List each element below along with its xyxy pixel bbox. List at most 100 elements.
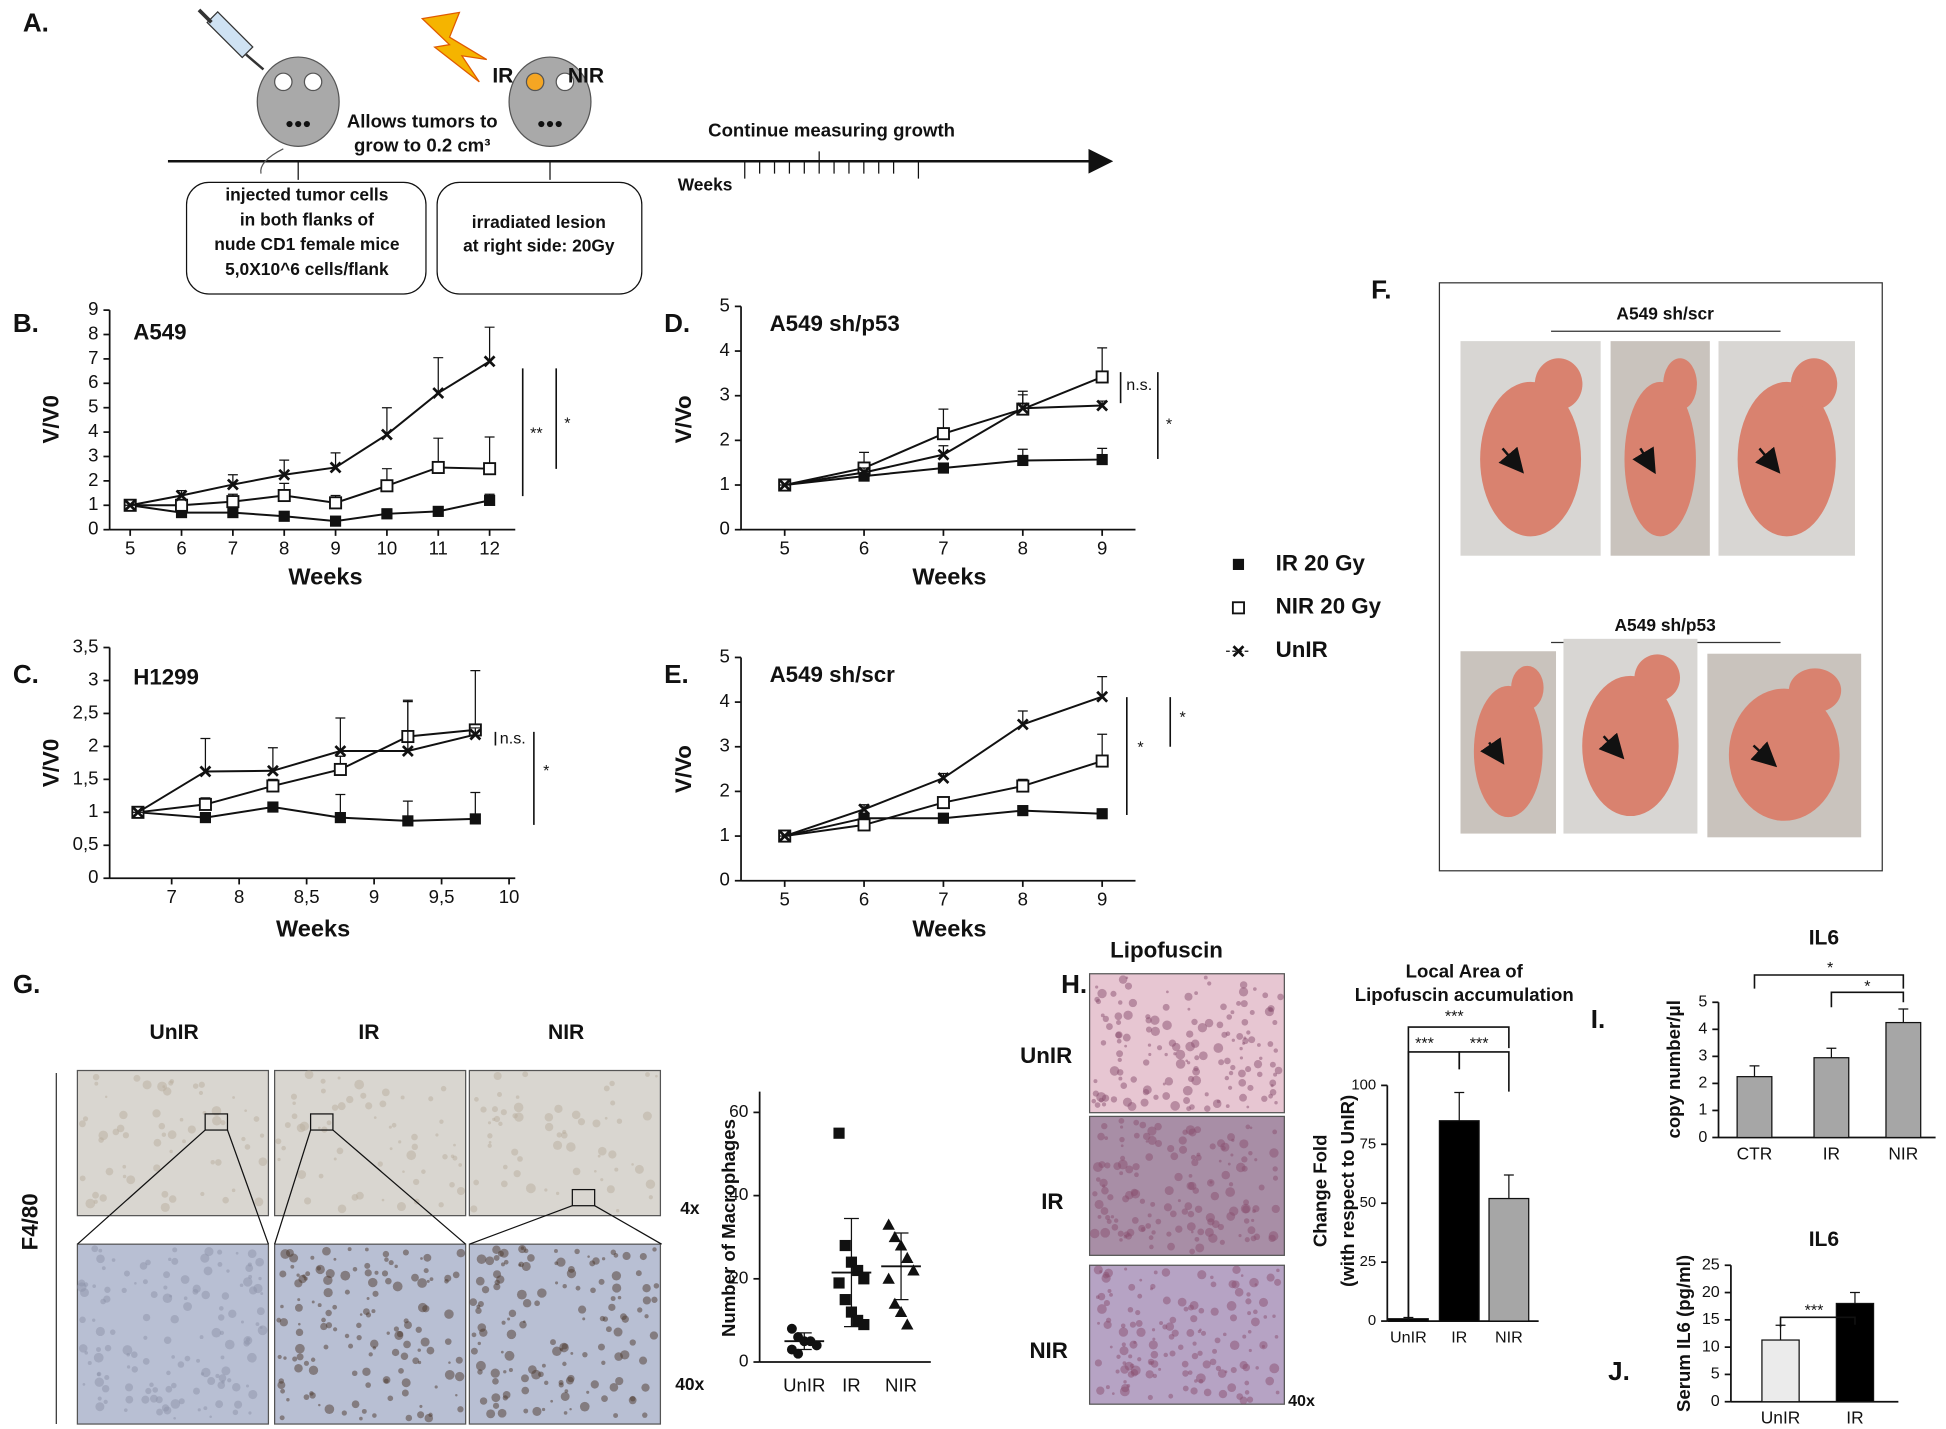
x-tick-label: IR [842,1375,861,1396]
texture [1135,1320,1143,1327]
texture [290,1264,295,1269]
texture [1159,1321,1164,1326]
marker [175,498,189,512]
texture [361,1408,367,1414]
texture [1203,1388,1212,1397]
error-bar [335,717,346,752]
texture [1248,1036,1256,1044]
texture [1118,1000,1123,1005]
column-label: IR [358,1021,379,1044]
marker [380,479,394,493]
arrow [1632,446,1656,475]
texture [473,1179,480,1186]
texture [119,1110,128,1120]
texture [192,1284,201,1293]
texture [325,1309,332,1317]
panel-label: D. [664,308,690,338]
texture [1169,1316,1177,1324]
texture [122,1164,127,1169]
texture [318,1173,324,1179]
texture [1147,1126,1157,1136]
texture [1187,1370,1193,1375]
texture [1214,1337,1221,1344]
panel-label: I. [1591,1004,1605,1034]
marker [484,494,496,506]
texture [243,1336,253,1345]
texture [1216,1099,1221,1104]
marker [401,745,414,757]
texture [523,1320,526,1323]
texture [1094,996,1100,1003]
texture [126,1365,131,1369]
texture [600,1178,604,1182]
texture [429,1277,434,1282]
texture [608,1303,616,1311]
texture [337,1076,341,1080]
y-tick-label: 3 [88,444,98,465]
error-bar [402,700,413,752]
y-tick-label: 3 [1698,1047,1707,1065]
texture [1265,1376,1275,1386]
texture [601,1257,606,1261]
texture [165,1385,173,1393]
texture [1197,1023,1208,1033]
y-tick-label: 2 [88,469,98,490]
texture [642,1296,651,1305]
texture [1114,1012,1123,1021]
row-label: IR [1041,1189,1063,1214]
y-tick-label: 1,5 [73,767,99,788]
texture [1239,1046,1243,1051]
texture [1204,1105,1211,1112]
texture [503,1370,507,1374]
texture [92,1318,96,1322]
texture [1178,1344,1184,1350]
texture [1107,1194,1114,1201]
annotation: * [543,762,550,780]
texture [1253,1309,1258,1315]
texture [122,1132,130,1139]
error-bar [1898,1008,1909,1023]
texture [538,1371,544,1378]
texture [351,1193,359,1201]
y-tick-label: 6 [88,371,98,392]
texture [1225,1187,1236,1197]
texture [450,1154,455,1159]
marker [839,1239,851,1252]
error-bar [1454,1091,1465,1121]
texture [421,1169,426,1174]
x-tick-label: 7 [166,886,176,907]
marker [888,1231,902,1243]
texture [615,1209,620,1213]
photo-frame [1438,282,1883,872]
texture [297,1298,301,1302]
texture [1139,1121,1147,1129]
texture [1194,1055,1200,1061]
annotation: * [1166,416,1173,434]
texture [1109,1293,1113,1297]
texture [387,1395,394,1402]
texture [528,1365,537,1374]
texture [396,1202,406,1212]
texture [1195,1243,1205,1253]
row-label: UnIR [1020,1043,1072,1068]
texture [569,1407,572,1411]
series-line [130,466,490,507]
marker [1095,754,1109,768]
marker [334,745,347,757]
texture [133,1074,141,1082]
texture [1222,1332,1227,1337]
texture [1226,1301,1237,1311]
marker [852,1314,864,1326]
marker [882,1218,895,1230]
y-tick-label: 4 [720,339,730,360]
texture [513,1102,524,1113]
texture [1246,1292,1251,1297]
texture [491,1393,501,1403]
texture [490,1368,500,1378]
texture [145,1387,152,1395]
texture [180,1275,190,1284]
texture [1191,1352,1199,1360]
x-tick-label: 9 [330,537,340,558]
texture [579,1401,590,1412]
texture [1229,1314,1238,1322]
